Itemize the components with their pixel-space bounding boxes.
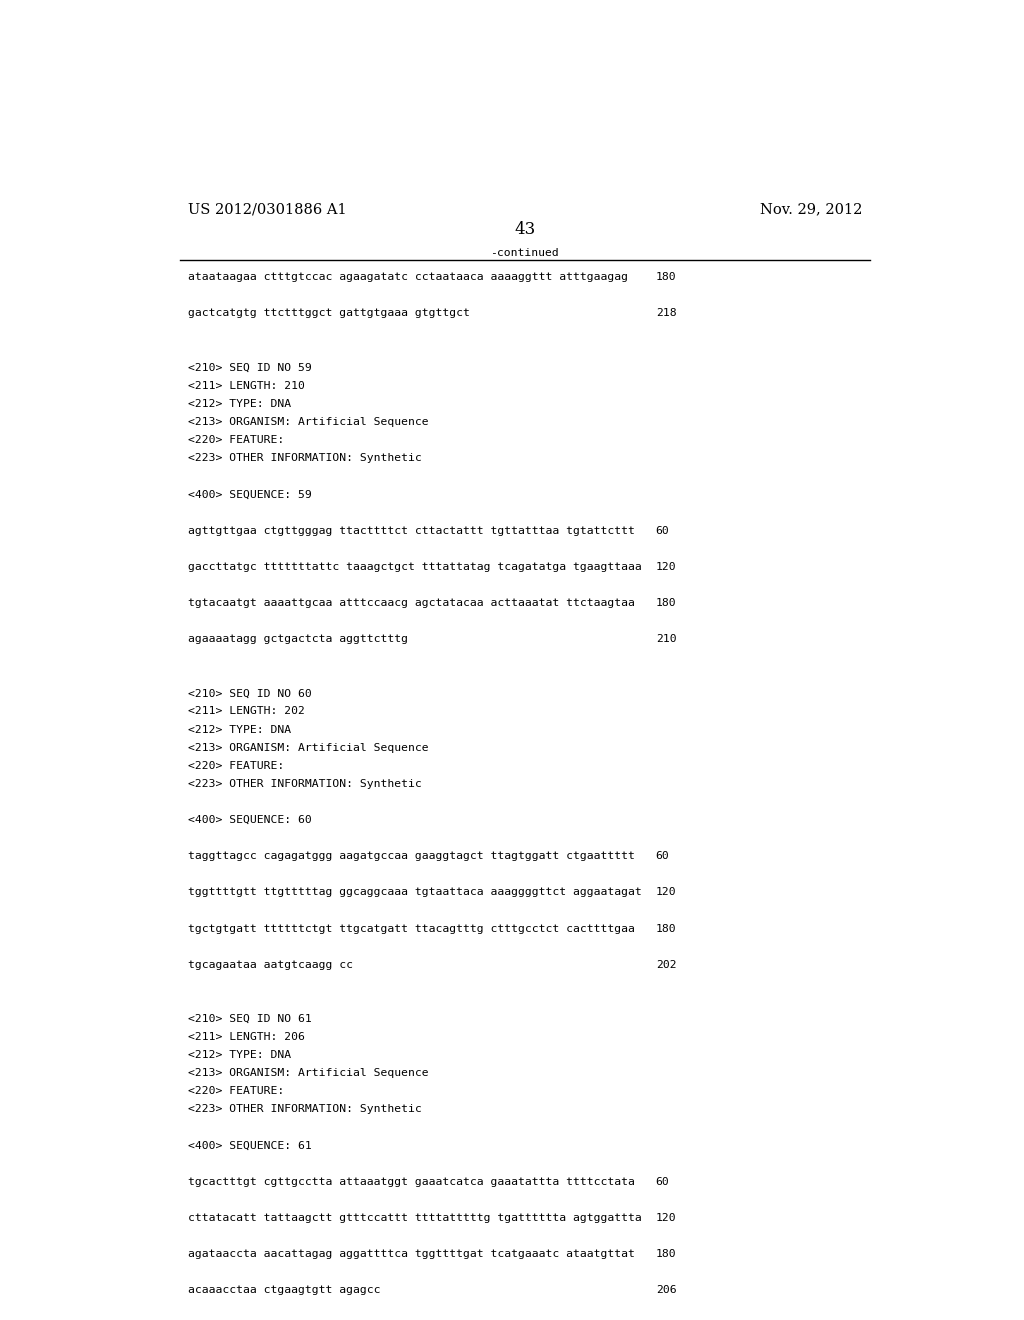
Text: 60: 60 bbox=[655, 851, 670, 861]
Text: 180: 180 bbox=[655, 1249, 677, 1259]
Text: 180: 180 bbox=[655, 924, 677, 933]
Text: 60: 60 bbox=[655, 1177, 670, 1187]
Text: 60: 60 bbox=[655, 525, 670, 536]
Text: 210: 210 bbox=[655, 634, 677, 644]
Text: <212> TYPE: DNA: <212> TYPE: DNA bbox=[187, 725, 291, 734]
Text: taggttagcc cagagatggg aagatgccaa gaaggtagct ttagtggatt ctgaattttt: taggttagcc cagagatggg aagatgccaa gaaggta… bbox=[187, 851, 635, 861]
Text: US 2012/0301886 A1: US 2012/0301886 A1 bbox=[187, 202, 346, 216]
Text: <400> SEQUENCE: 61: <400> SEQUENCE: 61 bbox=[187, 1140, 311, 1151]
Text: -continued: -continued bbox=[490, 248, 559, 257]
Text: tgcagaataa aatgtcaagg cc: tgcagaataa aatgtcaagg cc bbox=[187, 960, 352, 970]
Text: agataaccta aacattagag aggattttca tggttttgat tcatgaaatc ataatgttat: agataaccta aacattagag aggattttca tggtttt… bbox=[187, 1249, 635, 1259]
Text: <210> SEQ ID NO 61: <210> SEQ ID NO 61 bbox=[187, 1014, 311, 1024]
Text: gactcatgtg ttctttggct gattgtgaaa gtgttgct: gactcatgtg ttctttggct gattgtgaaa gtgttgc… bbox=[187, 309, 469, 318]
Text: tgcactttgt cgttgcctta attaaatggt gaaatcatca gaaatattta ttttcctata: tgcactttgt cgttgcctta attaaatggt gaaatca… bbox=[187, 1177, 635, 1187]
Text: tggttttgtt ttgtttttag ggcaggcaaa tgtaattaca aaaggggttct aggaatagat: tggttttgtt ttgtttttag ggcaggcaaa tgtaatt… bbox=[187, 887, 641, 898]
Text: <211> LENGTH: 206: <211> LENGTH: 206 bbox=[187, 1032, 304, 1041]
Text: agaaaatagg gctgactcta aggttctttg: agaaaatagg gctgactcta aggttctttg bbox=[187, 634, 408, 644]
Text: 180: 180 bbox=[655, 598, 677, 609]
Text: cttatacatt tattaagctt gtttccattt ttttatttttg tgatttttta agtggattta: cttatacatt tattaagctt gtttccattt ttttatt… bbox=[187, 1213, 641, 1224]
Text: 43: 43 bbox=[514, 222, 536, 239]
Text: 202: 202 bbox=[655, 960, 677, 970]
Text: <400> SEQUENCE: 59: <400> SEQUENCE: 59 bbox=[187, 490, 311, 499]
Text: 120: 120 bbox=[655, 887, 677, 898]
Text: <210> SEQ ID NO 59: <210> SEQ ID NO 59 bbox=[187, 363, 311, 372]
Text: <223> OTHER INFORMATION: Synthetic: <223> OTHER INFORMATION: Synthetic bbox=[187, 453, 421, 463]
Text: 120: 120 bbox=[655, 562, 677, 572]
Text: ataataagaa ctttgtccac agaagatatc cctaataaca aaaaggttt atttgaagag: ataataagaa ctttgtccac agaagatatc cctaata… bbox=[187, 272, 628, 282]
Text: <213> ORGANISM: Artificial Sequence: <213> ORGANISM: Artificial Sequence bbox=[187, 1068, 428, 1078]
Text: <220> FEATURE:: <220> FEATURE: bbox=[187, 1086, 284, 1097]
Text: <211> LENGTH: 210: <211> LENGTH: 210 bbox=[187, 380, 304, 391]
Text: <210> SEQ ID NO 60: <210> SEQ ID NO 60 bbox=[187, 688, 311, 698]
Text: <213> ORGANISM: Artificial Sequence: <213> ORGANISM: Artificial Sequence bbox=[187, 417, 428, 426]
Text: <212> TYPE: DNA: <212> TYPE: DNA bbox=[187, 399, 291, 409]
Text: <212> TYPE: DNA: <212> TYPE: DNA bbox=[187, 1051, 291, 1060]
Text: gaccttatgc tttttttattc taaagctgct tttattatag tcagatatga tgaagttaaa: gaccttatgc tttttttattc taaagctgct tttatt… bbox=[187, 562, 641, 572]
Text: tgtacaatgt aaaattgcaa atttccaacg agctatacaa acttaaatat ttctaagtaa: tgtacaatgt aaaattgcaa atttccaacg agctata… bbox=[187, 598, 635, 609]
Text: <213> ORGANISM: Artificial Sequence: <213> ORGANISM: Artificial Sequence bbox=[187, 743, 428, 752]
Text: agttgttgaa ctgttgggag ttacttttct cttactattt tgttatttaa tgtattcttt: agttgttgaa ctgttgggag ttacttttct cttacta… bbox=[187, 525, 635, 536]
Text: <223> OTHER INFORMATION: Synthetic: <223> OTHER INFORMATION: Synthetic bbox=[187, 779, 421, 789]
Text: 218: 218 bbox=[655, 309, 677, 318]
Text: 120: 120 bbox=[655, 1213, 677, 1224]
Text: Nov. 29, 2012: Nov. 29, 2012 bbox=[760, 202, 862, 216]
Text: <211> LENGTH: 202: <211> LENGTH: 202 bbox=[187, 706, 304, 717]
Text: <220> FEATURE:: <220> FEATURE: bbox=[187, 436, 284, 445]
Text: <220> FEATURE:: <220> FEATURE: bbox=[187, 760, 284, 771]
Text: <223> OTHER INFORMATION: Synthetic: <223> OTHER INFORMATION: Synthetic bbox=[187, 1105, 421, 1114]
Text: 206: 206 bbox=[655, 1286, 677, 1295]
Text: acaaacctaa ctgaagtgtt agagcc: acaaacctaa ctgaagtgtt agagcc bbox=[187, 1286, 380, 1295]
Text: <400> SEQUENCE: 60: <400> SEQUENCE: 60 bbox=[187, 814, 311, 825]
Text: 180: 180 bbox=[655, 272, 677, 282]
Text: tgctgtgatt ttttttctgt ttgcatgatt ttacagtttg ctttgcctct cacttttgaa: tgctgtgatt ttttttctgt ttgcatgatt ttacagt… bbox=[187, 924, 635, 933]
